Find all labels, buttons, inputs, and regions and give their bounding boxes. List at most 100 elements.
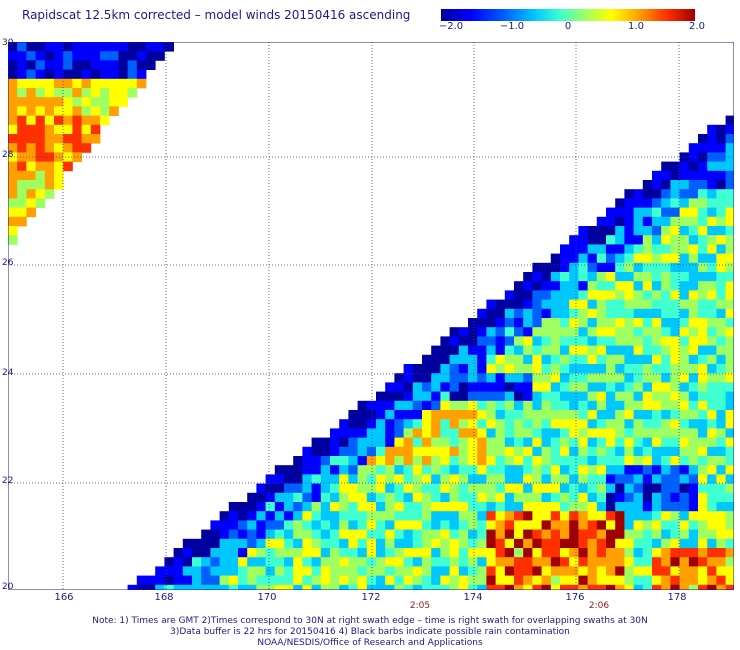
wind-cell — [596, 474, 607, 484]
wind-cell — [90, 69, 101, 80]
wind-cell — [449, 483, 460, 494]
wind-cell — [596, 511, 607, 521]
wind-cell — [679, 520, 690, 530]
wind-cell — [504, 345, 515, 356]
wind-cell — [615, 538, 625, 549]
lon-label: 168 — [154, 592, 174, 603]
wind-cell — [725, 143, 734, 153]
wind-cell — [504, 456, 515, 466]
wind-cell — [661, 235, 671, 245]
wind-cell — [422, 446, 432, 457]
wind-cell — [661, 327, 671, 337]
wind-cell — [394, 511, 404, 521]
wind-cell — [606, 566, 616, 576]
wind-cell — [560, 327, 570, 337]
wind-cell — [523, 281, 533, 291]
wind-cell — [661, 428, 671, 438]
wind-cell — [624, 410, 634, 420]
lon-label: 178 — [667, 592, 687, 603]
wind-cell — [716, 318, 726, 328]
wind-cell — [514, 584, 524, 590]
wind-cell — [127, 69, 138, 80]
wind-cell — [688, 419, 699, 429]
wind-cell — [17, 161, 27, 172]
wind-cell — [302, 492, 312, 503]
wind-cell — [514, 336, 524, 346]
wind-cell — [477, 410, 487, 420]
wind-cell — [293, 456, 303, 466]
wind-cell — [633, 419, 644, 429]
wind-cell — [403, 502, 414, 512]
wind-cell — [468, 456, 478, 466]
wind-cell — [385, 428, 395, 438]
wind-cell — [320, 575, 331, 586]
wind-cell — [688, 161, 699, 172]
wind-cell — [615, 584, 625, 590]
wind-cell — [725, 299, 734, 310]
wind-cell — [587, 437, 598, 448]
wind-cell — [596, 290, 607, 300]
wind-cell — [578, 566, 588, 576]
wind-cell — [376, 529, 386, 540]
wind-cell — [606, 290, 616, 300]
wind-cell — [136, 60, 147, 70]
wind-cell — [587, 262, 598, 273]
wind-cell — [440, 354, 450, 365]
wind-cell — [688, 373, 699, 383]
wind-cell — [670, 474, 680, 484]
wind-cell — [8, 170, 18, 181]
wind-cell — [670, 410, 680, 420]
wind-cell — [688, 428, 699, 438]
wind-cell — [688, 437, 699, 448]
wind-cell — [26, 189, 36, 199]
wind-cell — [661, 548, 671, 558]
wind-cell — [431, 410, 441, 420]
wind-cell — [707, 170, 717, 181]
wind-cell — [532, 566, 542, 576]
colorbar-tick-label: −2.0 — [438, 21, 464, 32]
wind-cell — [624, 465, 634, 475]
wind-cell — [633, 272, 644, 282]
wind-cell — [661, 198, 671, 208]
wind-cell — [54, 69, 64, 80]
wind-cell — [569, 235, 579, 245]
wind-cell — [550, 483, 561, 494]
wind-cell — [642, 189, 653, 199]
wind-cell — [624, 575, 634, 586]
wind-cell — [633, 244, 644, 254]
wind-cell — [458, 391, 469, 402]
wind-cell — [688, 410, 699, 420]
wind-cell — [642, 373, 653, 383]
wind-cell — [440, 557, 450, 567]
wind-cell — [422, 354, 432, 365]
wind-cell — [486, 410, 496, 420]
wind-cell — [504, 419, 515, 429]
wind-cell — [688, 290, 699, 300]
wind-cell — [606, 299, 616, 310]
wind-cell — [716, 400, 726, 411]
wind-cell — [661, 345, 671, 356]
wind-cell — [247, 511, 257, 521]
wind-cell — [716, 299, 726, 310]
wind-cell — [256, 502, 266, 512]
wind-cell — [642, 226, 653, 236]
wind-cell — [210, 566, 220, 576]
wind-cell — [385, 419, 395, 429]
wind-cell — [596, 382, 607, 392]
wind-cell — [468, 382, 478, 392]
wind-cell — [578, 336, 588, 346]
wind-cell — [330, 511, 340, 521]
wind-cell — [238, 584, 248, 590]
wind-cell — [376, 391, 386, 402]
wind-cell — [661, 391, 671, 402]
wind-cell — [670, 308, 680, 319]
wind-cell — [670, 262, 680, 273]
wind-cell — [688, 235, 699, 245]
wind-cell — [707, 502, 717, 512]
wind-cell — [642, 198, 653, 208]
wind-cell — [569, 354, 579, 365]
wind-cell — [311, 584, 322, 590]
wind-cell — [652, 428, 662, 438]
wind-cell — [458, 538, 469, 549]
wind-cell — [26, 180, 36, 190]
